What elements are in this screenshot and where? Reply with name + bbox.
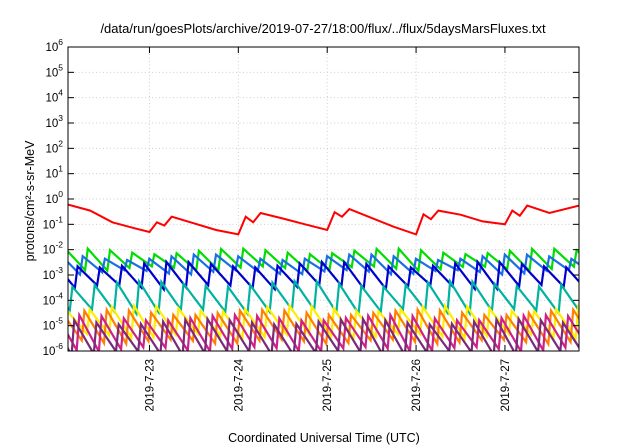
- series-line-0: [68, 203, 579, 236]
- series-group: [68, 203, 579, 351]
- grid: [68, 47, 579, 351]
- chart-title: /data/run/goesPlots/archive/2019-07-27/1…: [100, 21, 546, 36]
- series-line-4: [68, 277, 579, 317]
- y-tick-label: 100: [45, 189, 63, 206]
- x-axis-label: Coordinated Universal Time (UTC): [228, 431, 420, 445]
- y-tick-label: 103: [45, 113, 63, 130]
- y-tick-label: 10-4: [43, 290, 64, 307]
- y-tick-label: 101: [45, 164, 63, 181]
- y-tick-label: 10-3: [43, 265, 64, 282]
- x-tick-label: 2019-7-27: [500, 359, 512, 411]
- y-tick-label: 10-6: [43, 341, 64, 358]
- series-line-3: [68, 258, 579, 293]
- x-axis: 2019-7-23 2019-7-24 2019-7-25 2019-7-26 2019…: [144, 47, 512, 411]
- y-axis-label: protons/cm²-s-sr-MeV: [23, 140, 37, 262]
- x-tick-label: 2019-7-25: [322, 359, 334, 411]
- series-line-1: [68, 246, 579, 274]
- y-axis: 10-6 10-5 10-4 10-3 10-2 10-1 100 101 102 103 104 1…: [43, 37, 579, 358]
- x-tick-label: 2019-7-24: [233, 358, 245, 411]
- y-tick-label: 106: [45, 37, 63, 54]
- y-tick-label: 10-2: [43, 240, 64, 257]
- y-tick-label: 102: [45, 138, 63, 155]
- y-tick-label: 10-1: [43, 214, 64, 231]
- y-tick-label: 104: [45, 88, 63, 105]
- x-tick-label: 2019-7-26: [411, 359, 423, 411]
- y-tick-label: 10-5: [43, 316, 64, 333]
- y-tick-label: 105: [45, 62, 63, 79]
- series-line-8: [68, 315, 579, 351]
- x-tick-label: 2019-7-23: [144, 359, 156, 411]
- series-line-7: [68, 311, 579, 351]
